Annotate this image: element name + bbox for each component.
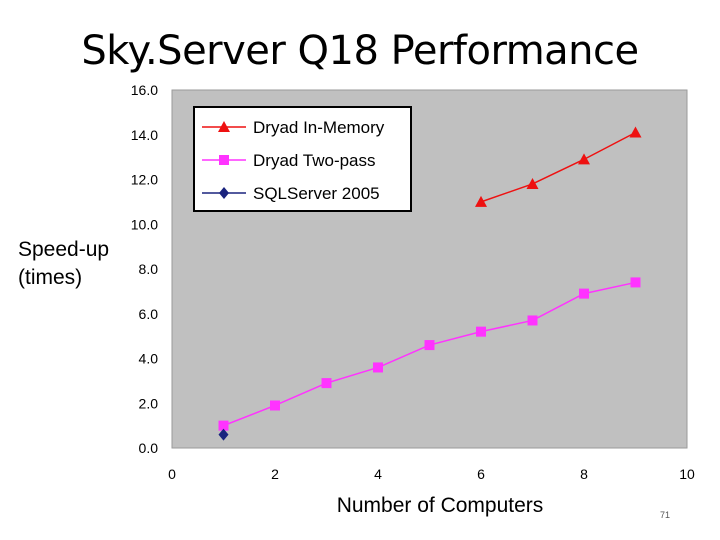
- x-tick-label: 4: [374, 466, 382, 482]
- y-axis-label: Speed-up (times): [18, 236, 109, 292]
- legend-marker: [219, 155, 229, 165]
- data-point: [270, 400, 280, 411]
- data-point: [630, 277, 641, 288]
- data-point: [373, 362, 383, 373]
- x-tick-label: 10: [679, 466, 695, 482]
- legend-label: Dryad Two-pass: [253, 151, 376, 170]
- y-tick-label: 12.0: [131, 172, 158, 188]
- y-tick-label: 8.0: [139, 261, 159, 277]
- y-tick-label: 2.0: [139, 395, 159, 411]
- series-line: [480, 131, 636, 203]
- series-markers: [218, 126, 642, 441]
- legend-marker: [218, 121, 230, 132]
- data-point: [526, 177, 539, 189]
- data-point: [579, 288, 589, 299]
- x-axis-label: Number of Computers: [336, 494, 544, 517]
- y-tick-label: 14.0: [131, 127, 158, 143]
- data-point: [424, 340, 435, 351]
- data-point: [218, 420, 229, 431]
- legend-label: SQLServer 2005: [253, 184, 380, 203]
- data-point: [218, 428, 229, 441]
- y-tick-label: 4.0: [139, 351, 159, 367]
- x-axis-ticks: 0 2 4 6 8 10: [168, 466, 695, 482]
- data-point: [629, 126, 642, 138]
- x-tick-label: 0: [168, 466, 176, 482]
- x-tick-label: 6: [477, 466, 485, 482]
- y-axis-label-line-2: (times): [18, 266, 83, 289]
- data-point: [578, 153, 590, 165]
- data-point: [476, 326, 486, 337]
- legend-marker: [219, 187, 229, 199]
- y-axis-label-line-1: Speed-up: [18, 238, 110, 261]
- data-point: [475, 195, 487, 207]
- y-tick-label: 16.0: [131, 82, 158, 98]
- legend: Dryad In-Memory Dryad Two-pass SQLServer 2…: [193, 106, 412, 212]
- slide-title: Sky.Server Q18 Performance: [81, 28, 639, 74]
- y-tick-label: 0.0: [139, 440, 159, 456]
- legend-label: Dryad In-Memory: [253, 118, 385, 137]
- data-point: [321, 378, 332, 389]
- slide-number: 71: [660, 510, 671, 520]
- x-tick-label: 8: [580, 466, 588, 482]
- x-tick-label: 2: [271, 466, 279, 482]
- y-axis-ticks: 0.0 2.0 4.0 6.0 8.0 10.0 12.0 14.0 16.0: [131, 82, 158, 456]
- data-point: [527, 315, 538, 326]
- y-tick-label: 10.0: [131, 216, 158, 232]
- y-tick-label: 6.0: [139, 306, 159, 322]
